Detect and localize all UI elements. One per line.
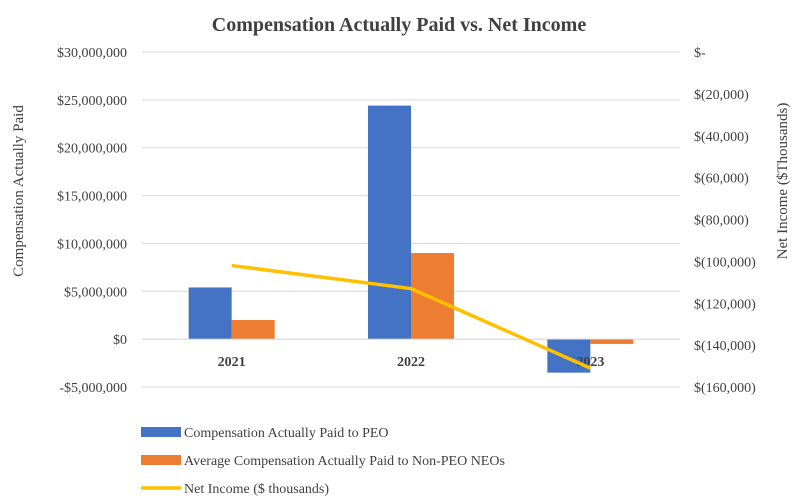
y-tick-label: $5,000,000 — [64, 285, 127, 300]
y-tick-label: $30,000,000 — [57, 46, 127, 61]
y-axis-ticks: $30,000,000 $25,000,000 $20,000,000 $15,000… — [57, 46, 127, 396]
legend-item: Net Income ($ thousands) — [141, 482, 329, 497]
non-peo-neo-compensation-bar — [231, 320, 275, 340]
legend-item: Average Compensation Actually Paid to No… — [141, 454, 505, 469]
y2-tick-label: $(100,000) — [694, 255, 756, 270]
legend-item: Compensation Actually Paid to PEO — [141, 426, 389, 441]
y-tick-label: $25,000,000 — [57, 94, 127, 109]
category-label: 2022 — [397, 355, 425, 370]
y2-tick-label: $- — [694, 46, 706, 61]
legend-swatch-non-peo — [141, 455, 181, 465]
y2-axis-title: Net Income ($Thousands) — [775, 103, 791, 260]
y2-tick-label: $(160,000) — [694, 381, 756, 396]
y-tick-label: -$5,000,000 — [59, 381, 127, 396]
non-peo-neo-compensation-bar — [590, 339, 634, 344]
y-tick-label: $15,000,000 — [57, 190, 127, 205]
y-tick-label: $20,000,000 — [57, 142, 127, 157]
peo-compensation-bar — [188, 287, 232, 340]
y2-axis-ticks: $- $(20,000) $(40,000) $(60,000) $(80,000) $(… — [694, 46, 756, 396]
y2-tick-label: $(60,000) — [694, 172, 749, 187]
peo-compensation-bar — [547, 339, 591, 373]
legend-label: Compensation Actually Paid to PEO — [184, 426, 389, 441]
legend: Compensation Actually Paid to PEO Average… — [141, 426, 505, 497]
y-axis-title: Compensation Actually Paid — [11, 105, 27, 277]
y2-tick-label: $(140,000) — [694, 339, 756, 354]
y2-tick-label: $(80,000) — [694, 214, 749, 229]
category-labels: 2021 2022 2023 — [218, 355, 605, 370]
category-label: 2021 — [218, 355, 246, 370]
y2-tick-label: $(120,000) — [694, 297, 756, 312]
y2-tick-label: $(40,000) — [694, 130, 749, 145]
bars — [188, 105, 634, 373]
y-tick-label: $10,000,000 — [57, 237, 127, 252]
legend-swatch-peo — [141, 427, 181, 437]
y-tick-label: $0 — [113, 333, 127, 348]
peo-compensation-bar — [368, 105, 411, 340]
chart-title: Compensation Actually Paid vs. Net Incom… — [212, 14, 587, 36]
legend-label: Average Compensation Actually Paid to No… — [184, 454, 505, 469]
y2-tick-label: $(20,000) — [694, 88, 749, 103]
legend-label: Net Income ($ thousands) — [184, 482, 329, 497]
net-income-line — [231, 263, 592, 370]
non-peo-neo-compensation-bar — [411, 253, 454, 340]
